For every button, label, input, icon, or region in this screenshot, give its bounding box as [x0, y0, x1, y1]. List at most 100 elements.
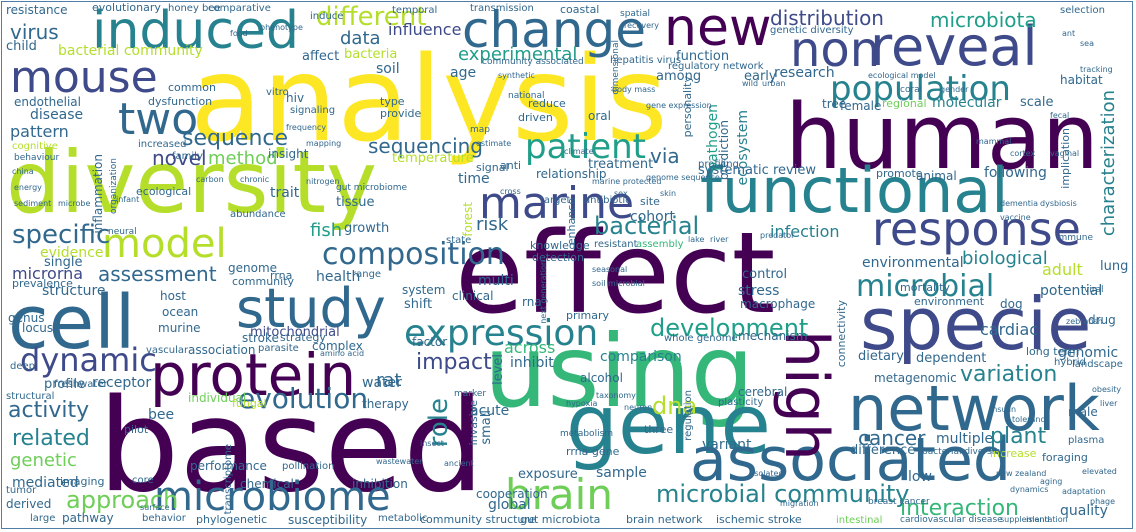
word-urban: urban [762, 79, 786, 88]
word-imaging: imaging [60, 475, 105, 488]
word-systematic-review: systematic review [698, 163, 816, 178]
word-patient: patient [525, 127, 646, 167]
word-cooperation: cooperation [476, 487, 548, 501]
word-ant: ant [1062, 29, 1076, 38]
word-sequencing: sequencing [368, 134, 483, 158]
word-recovery: recovery [624, 21, 660, 30]
word-amino-acid: amino acid [320, 349, 365, 358]
word-macrophage: macrophage [740, 297, 816, 311]
word-mitochondrial: mitochondrial [250, 325, 340, 340]
word-abundance: abundance [230, 209, 286, 220]
word-target: target [540, 195, 571, 206]
word-pattern: pattern [10, 122, 69, 141]
word-tissue: tissue [336, 195, 375, 210]
word-dna: dna [652, 392, 698, 420]
word-global: global [488, 497, 531, 513]
word-river: river [710, 235, 729, 244]
word-new-zealand: new zealand [996, 469, 1047, 478]
word-water: water [362, 375, 402, 391]
word-sex: sex [614, 189, 628, 198]
word-regulatory-network: regulatory network [668, 61, 764, 72]
word-vascular: vascular [146, 345, 189, 356]
word-skin: skin [660, 189, 677, 198]
word-distribution: distribution [770, 6, 884, 30]
word-susceptibility: susceptibility [288, 513, 368, 527]
word-taxonomy: taxonomy [596, 391, 636, 400]
word-detection: detection [532, 251, 584, 264]
word-change: change [462, 1, 647, 59]
word-mediated: mediated [12, 475, 79, 491]
word-signaling: signaling [290, 105, 336, 116]
word-reduce: reduce [528, 97, 566, 110]
word-environmental: environmental [862, 255, 964, 271]
word-trait: trait [270, 185, 300, 201]
word-adaptation: adaptation [1062, 487, 1106, 496]
word-male: male [1068, 405, 1098, 419]
word-soil: soil [376, 61, 400, 77]
word-experimental: experimental [458, 44, 578, 65]
word-bacteria: bacteria [344, 47, 398, 62]
word-behaviour: behaviour [14, 153, 60, 163]
word-sample: sample [596, 465, 647, 481]
word-regional: regional [882, 97, 927, 110]
word-metabolic: metabolic [378, 513, 428, 524]
word-profiling: profiling [698, 159, 739, 170]
word-whole-genome: whole genome [664, 333, 738, 344]
word-treatment: treatment [588, 157, 654, 172]
word-coastal: coastal [560, 3, 600, 16]
word-invasive: invasive [467, 400, 480, 446]
word-genomic: genomic [1058, 345, 1119, 361]
word-bacterial-diversity: bacterial diversity [922, 447, 1004, 457]
word-bee: bee [148, 407, 175, 423]
word-ischemic-stroke: ischemic stroke [716, 513, 802, 526]
word-derived: derived [6, 497, 52, 511]
word-brain: brain [505, 470, 613, 519]
word-host: host [160, 289, 186, 303]
word-cohort: cohort [630, 209, 675, 225]
word-health: health [316, 269, 361, 285]
word-national: national [508, 91, 545, 101]
word-associated: associated [690, 425, 1011, 495]
word-control: control [742, 267, 788, 282]
word-gene-expression: gene expression [646, 101, 712, 110]
word-sequence: sequence [182, 126, 289, 151]
word-cardiovascular-disease: cardiovascular disease [900, 515, 1003, 525]
word-obesity: obesity [1092, 385, 1122, 394]
word-impact: impact [416, 350, 492, 375]
word-characterization: characterization [1098, 90, 1119, 237]
word-insulin: insulin [990, 405, 1017, 414]
word-mortality: mortality [900, 281, 950, 294]
word-small: small [479, 410, 494, 445]
word-chronic: chronic [240, 175, 270, 184]
word-genome-sequence: genome sequence [646, 173, 720, 182]
word-china: china [12, 167, 34, 176]
word-coral: coral [900, 85, 923, 95]
word-genus: genus [8, 311, 45, 325]
word-cardiac: cardiac [980, 320, 1039, 339]
word-diversity: diversity [6, 133, 377, 233]
word-shift: shift [404, 297, 433, 312]
word-response: response [872, 202, 1081, 256]
word-evolutionary: evolutionary [92, 1, 161, 14]
word-research: research [774, 65, 835, 81]
word-map: map [470, 125, 490, 135]
word-island: island [1026, 515, 1050, 524]
word-expression: expression [404, 313, 599, 354]
word-oral: oral [588, 109, 611, 123]
word-immune: immune [1056, 233, 1093, 243]
word-structural: structural [6, 391, 55, 402]
word-adult: adult [1042, 260, 1083, 279]
word-signal: signal [476, 161, 509, 174]
word-state: state [446, 235, 472, 246]
word-development: development [650, 314, 809, 342]
word-intestinal: intestinal [836, 515, 883, 526]
word-resistant: resistant [594, 239, 638, 250]
word-assembly: assembly [636, 239, 684, 250]
word-honey-bee: honey bee [168, 3, 221, 14]
word-animal: animal [916, 169, 957, 183]
word-bacterial: bacterial [594, 212, 700, 240]
word-insect: insect [420, 439, 444, 448]
word-neural: neural [108, 227, 137, 237]
word-marine: marine [479, 178, 635, 229]
